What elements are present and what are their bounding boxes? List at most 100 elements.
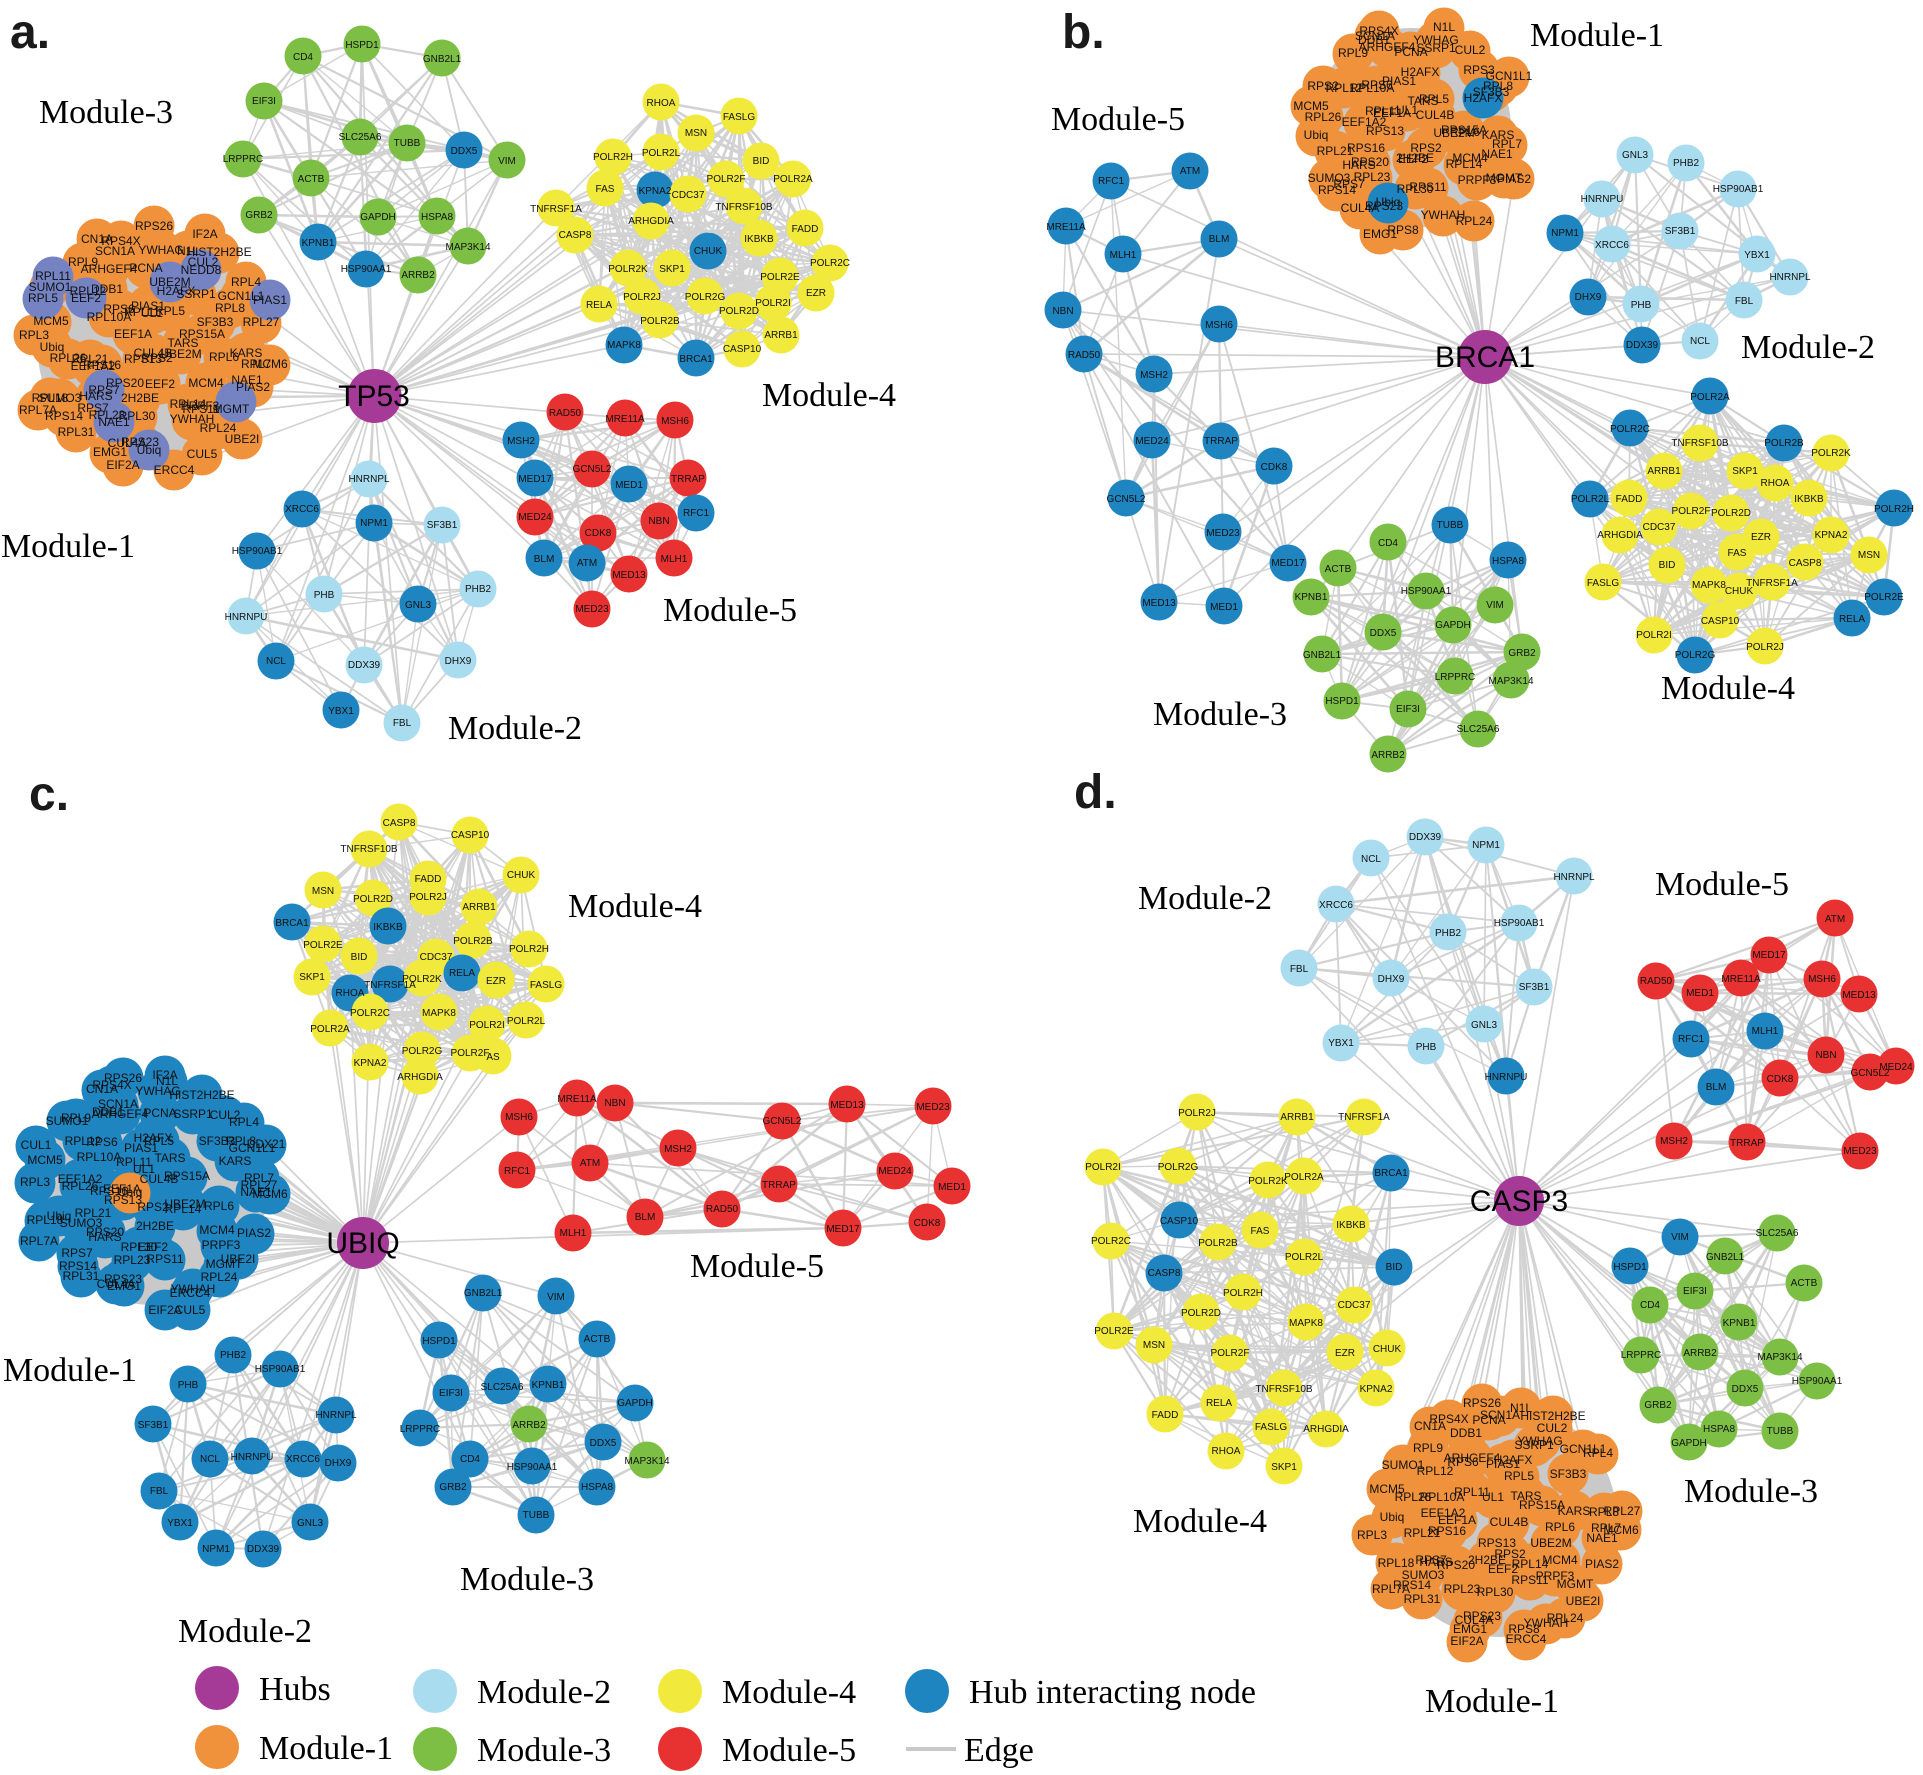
svg-text:MCM4: MCM4 [188, 376, 224, 390]
svg-text:RPS2: RPS2 [1307, 79, 1339, 93]
svg-text:UBE2M: UBE2M [1433, 126, 1474, 140]
svg-text:RPL10A: RPL10A [87, 310, 132, 324]
svg-text:MSN: MSN [1858, 550, 1880, 561]
svg-text:EEF1A2: EEF1A2 [1342, 115, 1387, 129]
svg-text:TNFRSF1A: TNFRSF1A [1746, 578, 1798, 589]
svg-text:CDC37: CDC37 [420, 952, 453, 963]
svg-text:Module-5: Module-5 [690, 1248, 824, 1285]
svg-text:PRPF3: PRPF3 [202, 1238, 241, 1252]
svg-text:EEF2: EEF2 [71, 291, 101, 305]
svg-text:BLM: BLM [635, 1212, 656, 1223]
svg-text:EZR: EZR [1751, 532, 1771, 543]
svg-text:MCM6: MCM6 [1603, 1523, 1639, 1537]
svg-text:RPS13: RPS13 [124, 352, 162, 366]
svg-text:N1L: N1L [1433, 20, 1455, 34]
svg-text:RPL4: RPL4 [231, 275, 261, 289]
svg-text:RPS6: RPS6 [1447, 1455, 1479, 1469]
svg-text:HNRNPU: HNRNPU [1485, 1072, 1528, 1083]
svg-text:ARHGEF4: ARHGEF4 [81, 262, 138, 276]
svg-text:HSP90AB1: HSP90AB1 [1494, 918, 1545, 929]
svg-text:TNFRSF1A: TNFRSF1A [1338, 1112, 1390, 1123]
svg-text:RPS20: RPS20 [1351, 155, 1389, 169]
svg-text:RFC1: RFC1 [683, 508, 710, 519]
svg-text:IKBKB: IKBKB [744, 234, 774, 245]
svg-text:RPL9: RPL9 [68, 255, 98, 269]
svg-text:LRPPRC: LRPPRC [1435, 672, 1476, 683]
svg-text:LRPPRC: LRPPRC [400, 1424, 441, 1435]
svg-text:MED13: MED13 [1142, 598, 1176, 609]
svg-text:RPL27: RPL27 [243, 315, 280, 329]
svg-text:RPS16: RPS16 [1347, 141, 1385, 155]
svg-text:TRRAP: TRRAP [762, 1180, 796, 1191]
svg-text:N1L: N1L [156, 1074, 178, 1088]
svg-text:GRB2: GRB2 [1508, 648, 1536, 659]
svg-text:ERCC4: ERCC4 [154, 463, 195, 477]
svg-text:UL1: UL1 [1396, 103, 1418, 117]
svg-text:NPM1: NPM1 [202, 1544, 230, 1555]
svg-text:MCM6: MCM6 [252, 357, 288, 371]
svg-text:HARS: HARS [88, 1230, 121, 1244]
svg-text:TUBB: TUBB [523, 1510, 550, 1521]
svg-text:GCN1L1: GCN1L1 [1486, 69, 1533, 83]
svg-text:CUL4B: CUL4B [1490, 1515, 1529, 1529]
svg-text:BLM: BLM [534, 554, 555, 565]
svg-text:Module-3: Module-3 [1684, 1473, 1818, 1510]
svg-text:POLR2G: POLR2G [1675, 650, 1716, 661]
svg-text:FASLG: FASLG [723, 112, 755, 123]
svg-text:CASP10: CASP10 [723, 344, 762, 355]
svg-text:BRCA1: BRCA1 [275, 918, 309, 929]
svg-text:FASLG: FASLG [1255, 1422, 1287, 1433]
svg-text:TARS: TARS [154, 1151, 185, 1165]
svg-text:RPS7: RPS7 [61, 1246, 93, 1260]
svg-text:ARHGDIA: ARHGDIA [397, 1072, 443, 1083]
svg-text:RPL31: RPL31 [63, 1269, 100, 1283]
svg-text:SF3B3: SF3B3 [1473, 85, 1510, 99]
svg-text:d.: d. [1074, 766, 1117, 819]
svg-text:EEF2: EEF2 [1488, 1562, 1518, 1576]
svg-text:ARHGDIA: ARHGDIA [1597, 530, 1643, 541]
svg-text:RELA: RELA [449, 968, 475, 979]
svg-text:CUL5: CUL5 [175, 1303, 206, 1317]
svg-text:FBL: FBL [150, 1486, 169, 1497]
svg-text:TUBB: TUBB [1437, 520, 1464, 531]
svg-text:PCNA: PCNA [1394, 45, 1427, 59]
svg-text:HSP90AA1: HSP90AA1 [341, 264, 392, 275]
svg-text:LRPPRC: LRPPRC [223, 154, 264, 165]
svg-text:MSH6: MSH6 [1808, 974, 1836, 985]
svg-text:RPL7: RPL7 [244, 1171, 274, 1185]
svg-text:ARRB2: ARRB2 [1371, 750, 1405, 761]
svg-text:Module-3: Module-3 [39, 94, 173, 131]
svg-text:EIF3I: EIF3I [439, 1388, 463, 1399]
svg-text:RPS15A: RPS15A [1519, 1498, 1565, 1512]
svg-text:EMG1: EMG1 [93, 445, 127, 459]
svg-text:RPL3: RPL3 [20, 1175, 50, 1189]
svg-text:ATM: ATM [577, 558, 597, 569]
svg-text:MRE11A: MRE11A [605, 414, 645, 425]
svg-text:ACTB: ACTB [1325, 564, 1352, 575]
svg-text:HARS: HARS [1342, 158, 1375, 172]
svg-text:RPL9: RPL9 [1338, 46, 1368, 60]
svg-text:MLH1: MLH1 [661, 554, 688, 565]
svg-text:RPL12: RPL12 [1417, 1464, 1454, 1478]
svg-text:RPL6: RPL6 [204, 1199, 234, 1213]
svg-text:RPS23: RPS23 [104, 1272, 142, 1286]
svg-text:HSP90AB1: HSP90AB1 [255, 1364, 306, 1375]
svg-text:HSP90AB1: HSP90AB1 [1713, 184, 1764, 195]
svg-text:a.: a. [10, 6, 50, 59]
svg-text:KARS: KARS [1482, 128, 1515, 142]
svg-text:RELA: RELA [586, 300, 612, 311]
svg-text:TNFRSF10B: TNFRSF10B [1671, 438, 1729, 449]
svg-text:NBN: NBN [604, 1098, 625, 1109]
svg-text:RAD50: RAD50 [549, 408, 582, 419]
svg-text:IF2A: IF2A [152, 1068, 177, 1082]
svg-text:HSP90AA1: HSP90AA1 [1401, 586, 1452, 597]
svg-text:FADD: FADD [792, 224, 819, 235]
svg-text:Ubiq: Ubiq [1380, 1510, 1405, 1524]
svg-text:SLC25A6: SLC25A6 [481, 1382, 524, 1393]
svg-text:2H2BE: 2H2BE [1396, 151, 1434, 165]
svg-text:CUL4B: CUL4B [134, 346, 173, 360]
svg-text:SUMO1: SUMO1 [29, 280, 72, 294]
svg-text:ERCC4: ERCC4 [1506, 1632, 1547, 1646]
svg-text:SCN1A: SCN1A [1355, 29, 1395, 43]
svg-text:RPL26: RPL26 [62, 1179, 99, 1193]
